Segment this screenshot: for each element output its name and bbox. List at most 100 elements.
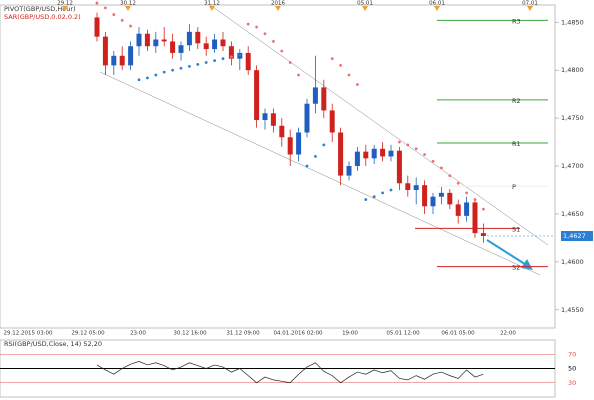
- candle-body: [354, 151, 360, 167]
- sar-dot: [347, 73, 351, 77]
- forecast-arrow: [486, 239, 529, 267]
- candle-body: [438, 192, 444, 197]
- y-tick-label: 1,4600: [561, 258, 584, 266]
- pivot-label: P: [512, 183, 516, 191]
- sar-dot: [414, 147, 418, 151]
- candle-body: [203, 43, 209, 50]
- sar-dot: [196, 63, 200, 66]
- sar-dot: [137, 78, 141, 82]
- candle-body: [212, 39, 218, 50]
- y-tick-label: 1,4550: [561, 306, 584, 314]
- rsi-tick-label: 70: [568, 350, 576, 358]
- candle-body: [111, 55, 117, 66]
- candle-body: [270, 113, 276, 126]
- top-date-label: 06.01: [429, 1, 445, 7]
- candle-body: [153, 39, 159, 47]
- candle-body: [413, 185, 419, 190]
- sar-dot: [465, 191, 468, 195]
- pivot-label: R3: [512, 17, 521, 25]
- sar-dot: [230, 55, 233, 59]
- day-marker: [527, 6, 533, 11]
- sar-dot: [372, 195, 376, 199]
- sar-dot: [448, 174, 452, 178]
- sar-dot: [154, 73, 158, 77]
- candle-body: [279, 125, 285, 138]
- x-tick-label: 30.12 16:00: [173, 331, 207, 337]
- last-price-box: [561, 230, 593, 241]
- x-tick-label: 05.01 12:00: [386, 331, 420, 337]
- candle-body: [380, 148, 386, 157]
- day-marker: [362, 6, 368, 11]
- sar-dot: [213, 59, 217, 62]
- pivot-label: R1: [512, 140, 521, 148]
- y-tick-label: 1,4750: [561, 114, 584, 122]
- sar-dot: [112, 13, 116, 16]
- top-date-label: 30.12: [120, 1, 136, 7]
- candle-body: [464, 202, 470, 216]
- candle-body: [480, 233, 486, 236]
- x-tick-label: 22:00: [500, 331, 516, 337]
- rsi-title: RSI(GBP/USD,Close, 14) 52,20: [4, 340, 102, 348]
- candle-body: [254, 70, 260, 121]
- sar-dot: [406, 143, 410, 147]
- sar-dot: [305, 164, 309, 168]
- candle-body: [455, 204, 461, 216]
- upper-trendline: [209, 4, 549, 246]
- sar-dot: [263, 32, 267, 36]
- sar-dot: [364, 198, 368, 201]
- candle-body: [346, 166, 352, 176]
- sar-dot: [322, 143, 326, 147]
- x-tick-label: 29.12 05:00: [71, 331, 105, 337]
- sar-dot: [330, 57, 334, 61]
- top-date-label: 31.12: [204, 1, 220, 7]
- x-tick-label: 31.12 09:00: [226, 331, 260, 337]
- lower-trendline: [99, 71, 541, 276]
- candle-body: [422, 185, 428, 207]
- sar-dot: [389, 188, 393, 192]
- sar-dot: [120, 18, 124, 22]
- sar-dot: [129, 24, 133, 28]
- candle-body: [262, 113, 268, 121]
- day-marker: [209, 6, 215, 11]
- sar-dot: [288, 61, 292, 64]
- sar-dot: [440, 166, 443, 170]
- sar-dot: [104, 6, 107, 10]
- sar-dot: [146, 76, 149, 80]
- candle-body: [388, 150, 394, 157]
- day-marker: [434, 6, 440, 11]
- candle-body: [321, 87, 327, 111]
- sar-dot: [255, 25, 258, 29]
- candle-body: [371, 148, 377, 159]
- sar-dot: [204, 61, 208, 64]
- arrow-head: [521, 259, 533, 270]
- rsi-tick-label: 30: [568, 379, 576, 387]
- sar-dot: [482, 207, 485, 211]
- sar-dot: [423, 153, 426, 156]
- candle-body: [144, 33, 150, 47]
- sar-dot: [381, 191, 384, 195]
- candle-body: [405, 183, 411, 190]
- pivot-label: S2: [512, 264, 520, 272]
- top-date-label: 29.12: [57, 1, 73, 7]
- y-tick-label: 1,4650: [561, 210, 584, 218]
- day-marker: [275, 6, 281, 11]
- sar-dot: [188, 64, 191, 68]
- sar-dot: [297, 73, 300, 77]
- candle-body: [312, 87, 318, 104]
- sar-dot: [246, 22, 250, 26]
- y-tick-label: 1,4850: [561, 18, 584, 26]
- sar-dot: [473, 198, 477, 201]
- candle-body: [136, 33, 142, 47]
- day-marker: [125, 6, 131, 11]
- candle-body: [102, 36, 108, 66]
- candle-body: [338, 132, 344, 176]
- y-tick-label: 1,4800: [561, 66, 584, 74]
- candle-body: [304, 103, 310, 133]
- candle-body: [228, 46, 234, 59]
- top-date-label: 07.01: [522, 1, 538, 7]
- candle-body: [170, 41, 176, 53]
- rsi-line: [96, 361, 484, 384]
- day-marker: [62, 6, 68, 11]
- candle-body: [430, 196, 436, 207]
